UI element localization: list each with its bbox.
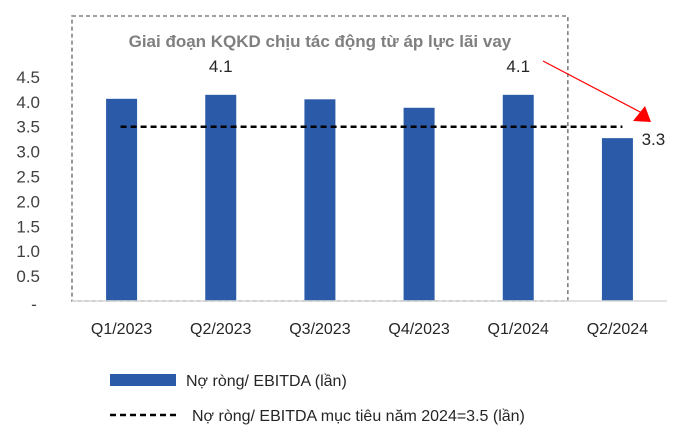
annotation-text: Giai đoạn KQKD chịu tác động từ áp lực l…: [129, 32, 512, 51]
x-tick-label: Q4/2023: [388, 321, 449, 338]
bar-Q4-2023: [403, 107, 435, 301]
y-tick-label: -: [31, 295, 37, 314]
y-tick-label: 4.5: [16, 68, 40, 87]
y-tick-label: 4.0: [16, 93, 40, 112]
bar-Q2-2024: [601, 138, 633, 301]
x-tick-label: Q3/2023: [289, 321, 350, 338]
x-tick-label: Q1/2023: [91, 321, 152, 338]
y-tick-label: 3.5: [16, 118, 40, 137]
x-tick-label: Q2/2024: [587, 321, 648, 338]
y-tick-label: 2.5: [16, 168, 40, 187]
data-label: 4.1: [209, 57, 233, 76]
x-tick-label: Q2/2023: [190, 321, 251, 338]
y-tick-label: 0.5: [16, 267, 40, 286]
trend-arrow-head: [633, 106, 651, 122]
y-tick-label: 1.0: [16, 242, 40, 261]
bar-Q2-2023: [205, 94, 237, 301]
bar-Q1-2023: [106, 98, 138, 301]
annotation-box: [71, 15, 569, 302]
y-tick-label: 2.0: [16, 192, 40, 211]
y-tick-label: 1.5: [16, 217, 40, 236]
x-tick-label: Q1/2024: [488, 321, 549, 338]
bar-Q1-2024: [502, 94, 534, 301]
legend-swatch-bar: [110, 374, 176, 386]
y-tick-label: 3.0: [16, 143, 40, 162]
bar-Q3-2023: [304, 99, 336, 301]
legend-label-bar: Nợ ròng/ EBITDA (lần): [186, 373, 347, 390]
data-label: 4.1: [506, 57, 530, 76]
trend-arrow-line: [542, 60, 643, 114]
data-label: 3.3: [642, 130, 666, 149]
legend-label-target: Nợ ròng/ EBITDA mục tiêu năm 2024=3.5 (l…: [192, 408, 525, 425]
